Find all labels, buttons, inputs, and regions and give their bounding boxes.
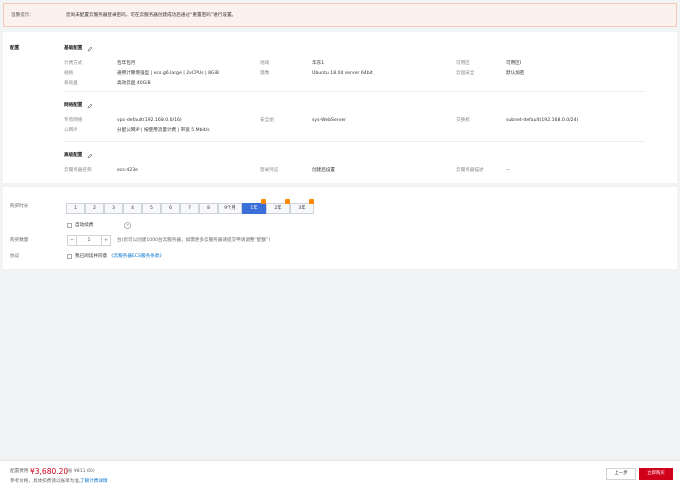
- duration-option[interactable]: 1年: [242, 203, 266, 214]
- section-title: 高级配置: [64, 153, 83, 158]
- field-value: ecs-423e: [117, 168, 138, 173]
- back-button[interactable]: 上一步: [606, 468, 636, 480]
- help-icon[interactable]: [124, 222, 131, 229]
- field-value: subnet-default(192.168.0.0/24): [506, 118, 579, 123]
- checkbox[interactable]: [67, 254, 72, 259]
- edit-icon[interactable]: [87, 153, 93, 159]
- duration-option[interactable]: 3年: [290, 203, 314, 214]
- field-value: 华东1: [312, 61, 325, 66]
- agreement-label: 协议: [10, 254, 20, 259]
- field-value: 通用计算增强型 | ecs.g6.large | 2vCPUs | 8GiB: [117, 71, 219, 76]
- field-value: sys-WebServer: [312, 118, 347, 123]
- agreement-text: 我已阅读并同意: [75, 254, 108, 259]
- duration-option[interactable]: 9个月: [218, 203, 242, 214]
- field-label: 云服务器名称: [64, 168, 92, 173]
- field-value: 包年包月: [117, 61, 136, 66]
- config-card: 配置 基础配置计费方式 包年包月 地域 华东1 可用区 可用区I 规格 通用计算增强型 | e…: [3, 32, 677, 183]
- alert: 温馨提示： 您尚未配置云服务器登录密码，可在云服务器创建成功后通过“重置密码”进…: [3, 3, 677, 27]
- discount-badge: [309, 199, 314, 204]
- saving: (省 ¥811.60): [66, 469, 95, 474]
- duration-option[interactable]: 2年: [266, 203, 290, 214]
- field-label: 可用区: [456, 61, 470, 66]
- price: ¥3,680.20: [30, 467, 69, 476]
- field-label: 交换机: [456, 118, 470, 123]
- alert-label: 温馨提示：: [11, 13, 34, 18]
- field-value: 默认加密: [506, 71, 525, 76]
- edit-icon[interactable]: [87, 46, 93, 52]
- field-value: 分配公网IP | 按使用流量计费 | 带宽 5 Mbit/s: [117, 128, 210, 133]
- alert-text: 您尚未配置云服务器登录密码，可在云服务器创建成功后通过“重置密码”进行设置。: [66, 13, 237, 18]
- field-value: 可用区I: [506, 61, 522, 66]
- discount-badge: [285, 199, 290, 204]
- field-label: 云服务器描述: [456, 168, 484, 173]
- quantity-input[interactable]: 1: [76, 235, 102, 246]
- field-value: Ubuntu 18.04 server 64bit: [312, 71, 373, 76]
- divider: [64, 91, 645, 92]
- duration-option[interactable]: 7: [180, 203, 199, 214]
- section-title: 基础配置: [64, 46, 83, 51]
- field-label: 登录凭证: [260, 168, 279, 173]
- field-label: 系统盘: [64, 81, 78, 86]
- field-label: 公网IP: [64, 128, 78, 133]
- buy-button[interactable]: 立即购买: [639, 468, 673, 480]
- billing-link[interactable]: 了解计费详情: [80, 479, 108, 484]
- duration-label: 购买时长: [10, 204, 29, 209]
- purchase-card: 购买时长 自动续费 购买数量 − 1 + 台(您可以创建1000台云服务器，如需…: [3, 187, 677, 269]
- field-label: 计费方式: [64, 61, 83, 66]
- field-label: 专有网络: [64, 118, 83, 123]
- config-label: 配置: [10, 46, 20, 51]
- agreement-link[interactable]: 《云服务器ECS服务条款》: [109, 254, 164, 259]
- field-label: 规格: [64, 71, 74, 76]
- checkbox[interactable]: [67, 223, 72, 228]
- duration-option[interactable]: 2: [85, 203, 104, 214]
- field-value: --: [506, 168, 510, 173]
- divider: [64, 141, 645, 142]
- field-label: 云盘安全: [456, 71, 475, 76]
- footer: 配置费用 ¥3,680.20 (省 ¥811.60) 参考价格，具体扣费请以账单…: [0, 460, 680, 490]
- field-value: 高效云盘 40GiB: [117, 81, 151, 86]
- field-value: vpc-default(192.168.0.0/16): [117, 118, 182, 123]
- section-title: 网络配置: [64, 103, 83, 108]
- duration-option[interactable]: 5: [142, 203, 161, 214]
- duration-option[interactable]: 3: [104, 203, 123, 214]
- duration-option[interactable]: 4: [123, 203, 142, 214]
- price-label: 配置费用: [10, 469, 29, 474]
- auto-renew[interactable]: 自动续费: [75, 223, 94, 228]
- duration-option[interactable]: 6: [161, 203, 180, 214]
- discount-badge: [261, 199, 266, 204]
- field-label: 镜像: [260, 71, 270, 76]
- field-value: 创建后设置: [312, 168, 335, 173]
- quantity-note: 台(您可以创建1000台云服务器，如需更多云服务器请提交申请调整“配额”): [117, 238, 271, 243]
- duration-option[interactable]: 1: [66, 203, 85, 214]
- field-label: 地域: [260, 61, 270, 66]
- edit-icon[interactable]: [87, 103, 93, 109]
- duration-option[interactable]: 8: [199, 203, 218, 214]
- price-note: 参考价格，具体扣费请以账单为准。: [10, 479, 84, 484]
- plus-button[interactable]: +: [101, 235, 111, 246]
- quantity-label: 购买数量: [10, 238, 29, 243]
- field-label: 安全组: [260, 118, 274, 123]
